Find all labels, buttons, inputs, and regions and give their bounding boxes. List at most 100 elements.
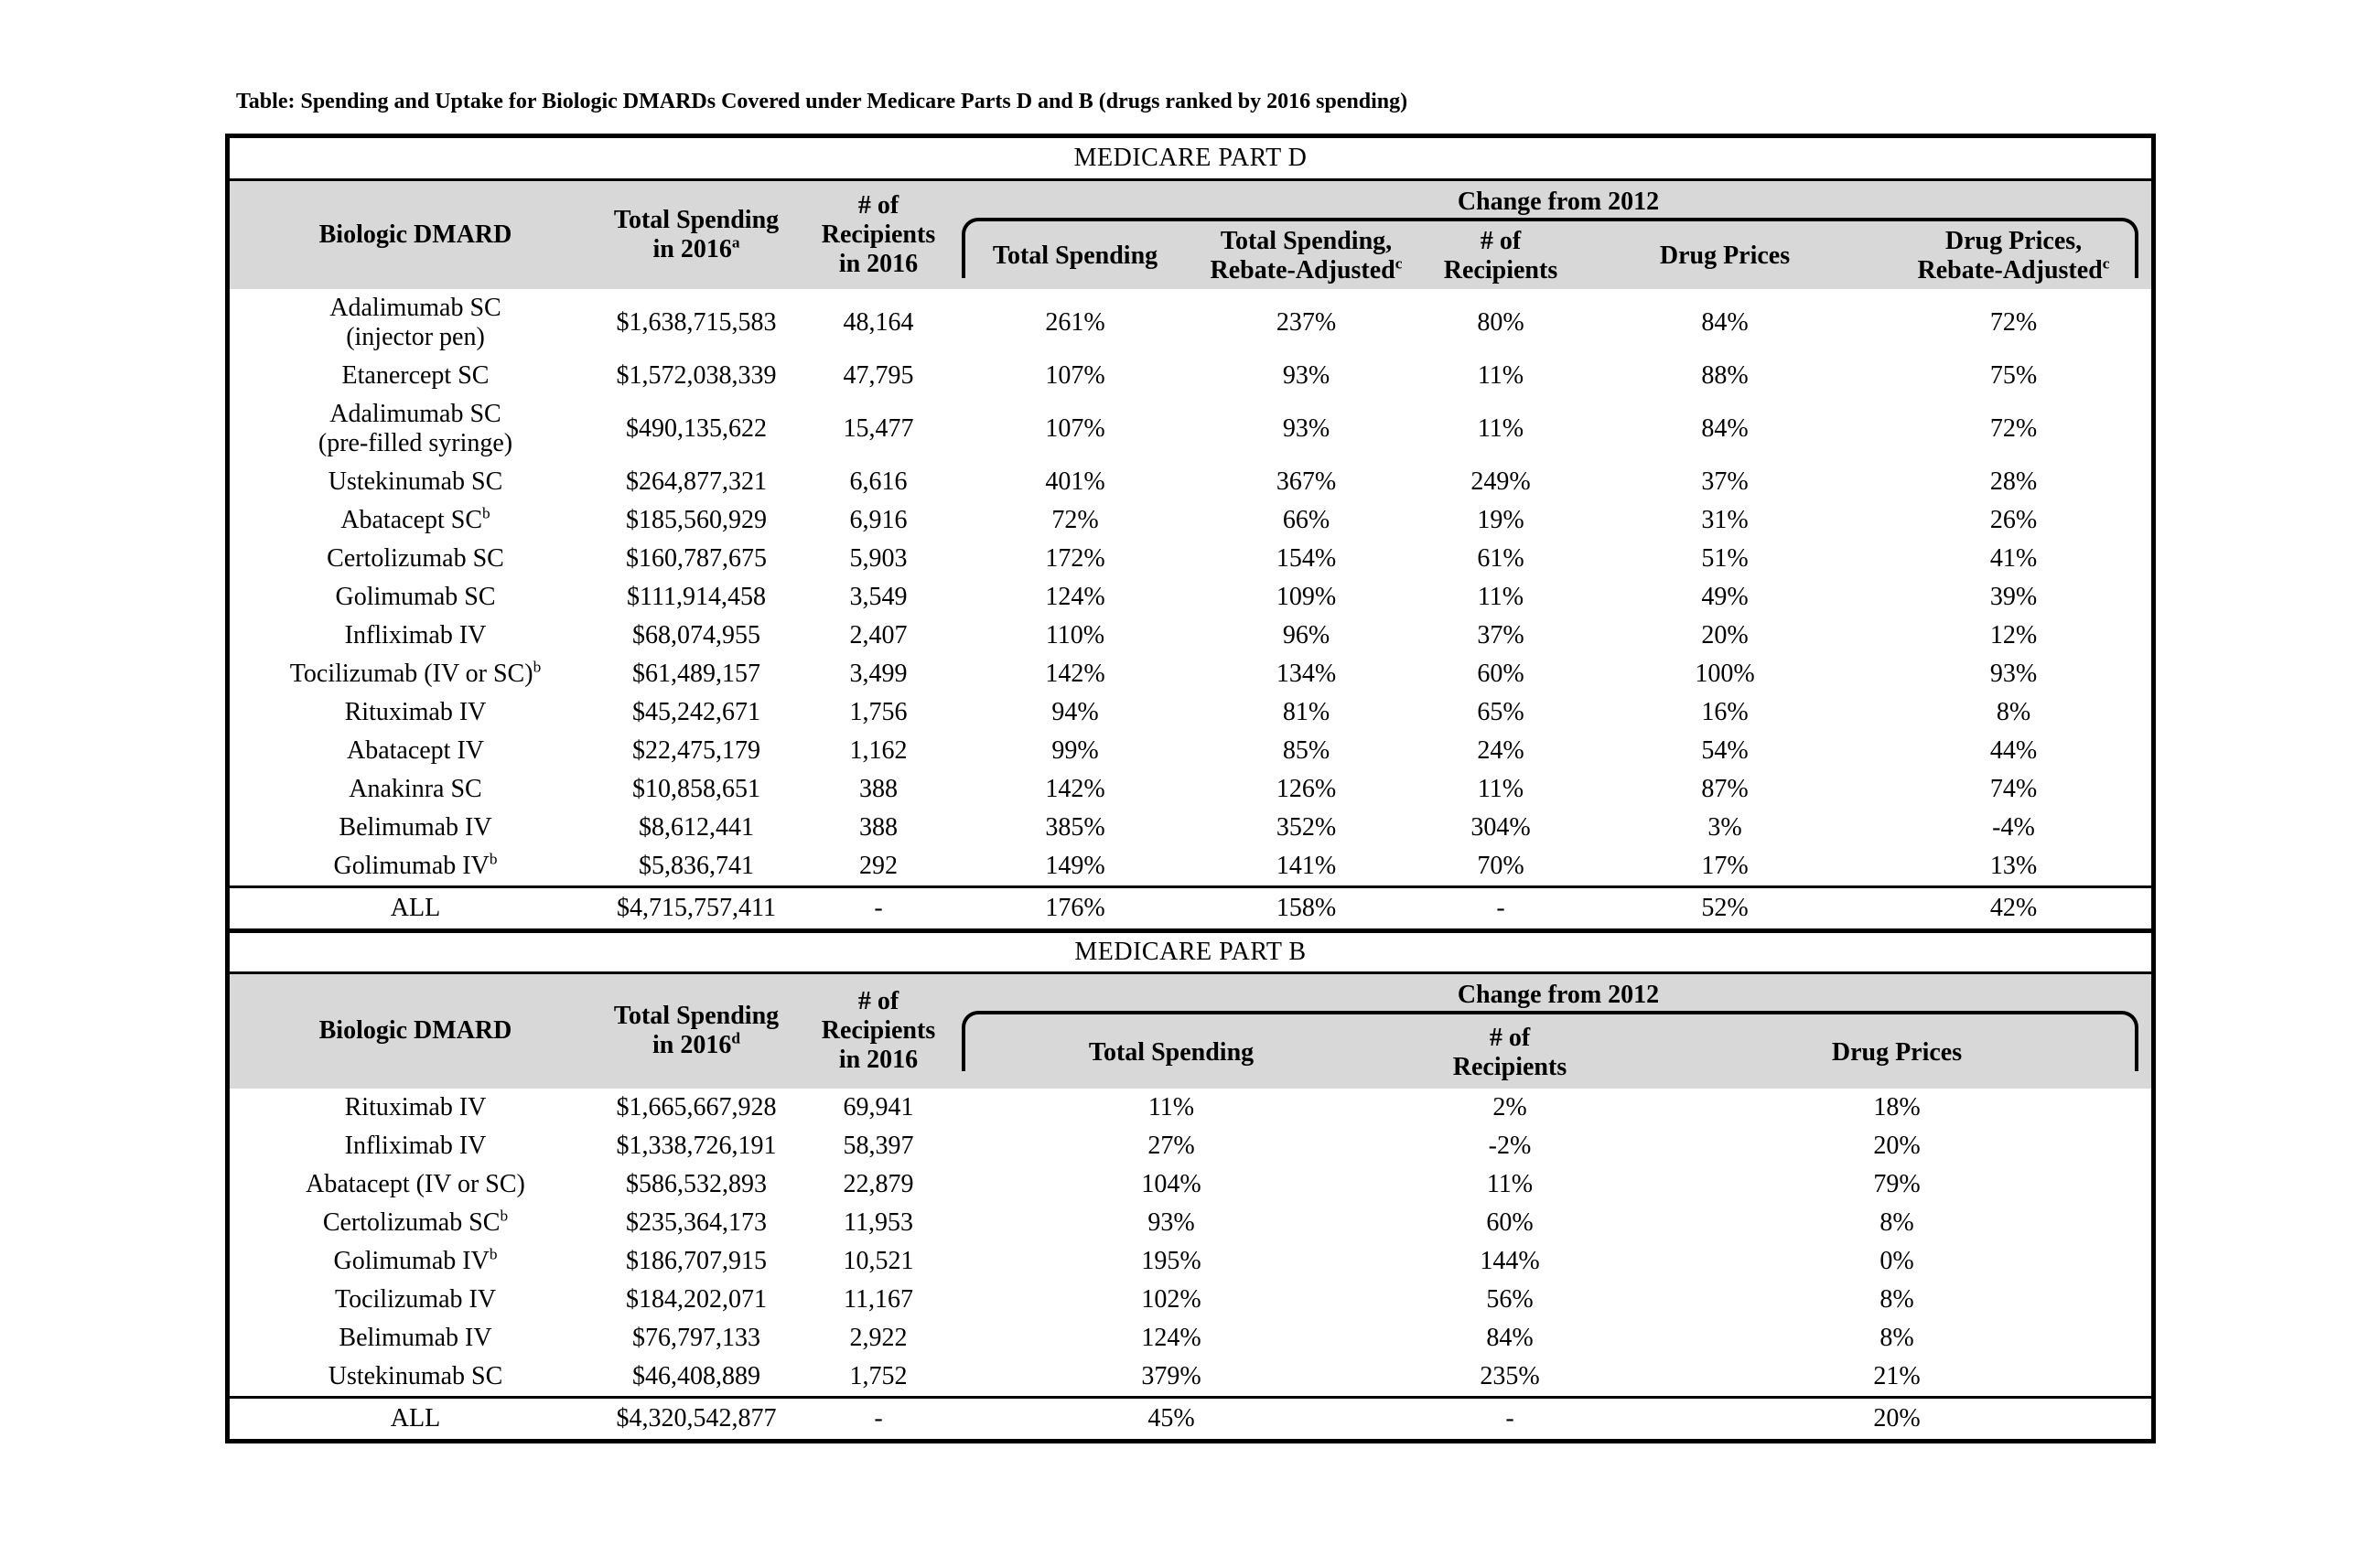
value-cell: 8% [1879, 1323, 1914, 1352]
column-group-change-from-2012: Change from 2012 [962, 179, 2152, 278]
value-cell: $185,560,929 [626, 506, 767, 534]
value-cell: $235,364,173 [626, 1207, 767, 1237]
table-row: Abatacept IV $22,475,179 1,162 99% 85% 24% 54%… [230, 732, 2151, 770]
label-line: # of [1489, 1023, 1531, 1052]
label-line: Abatacept (IV or SC) [306, 1169, 525, 1198]
label-line: Rebate-Adjustedc [1917, 254, 2110, 284]
medicare-part-d-table: MEDICARE PART D Biologic DMARD Total Spend… [230, 138, 2152, 933]
value-cell: 31% [1701, 506, 1749, 534]
column-header-fixed-0: Biologic DMARD [230, 972, 601, 1089]
section-banner: MEDICARE PART D [230, 138, 2152, 181]
column-header-change-1: # of Recipients [1377, 1016, 1642, 1089]
value-cell: 172% [1045, 544, 1105, 573]
value-cell: 22,879 [843, 1169, 914, 1198]
drug-name-cell: Tocilizumab (IV or SC)b [230, 655, 601, 693]
value-cell: 66% [1282, 506, 1330, 534]
label-line: Drug Prices [1831, 1037, 1963, 1067]
value-cell: $5,836,741 [639, 852, 754, 880]
value-cell: 3,549 [849, 583, 908, 611]
label-line: Adalimumab SC [329, 400, 501, 428]
value-cell: 81% [1282, 698, 1330, 726]
value-cell: 85% [1282, 736, 1330, 765]
table-row: Tocilizumab IV $184,202,071 11,167 102% 56% 8… [230, 1281, 2151, 1319]
value-cell: 110% [1045, 621, 1105, 649]
label-line: (injector pen) [346, 323, 485, 351]
value-cell: 27% [1147, 1131, 1195, 1160]
value-cell: 8% [1879, 1207, 1914, 1237]
value-cell: 80% [1477, 308, 1524, 337]
value-cell: 19% [1477, 506, 1524, 534]
value-cell: 11% [1477, 775, 1524, 803]
label-line: Golimumab IVb [333, 1245, 498, 1275]
value-cell: 107% [1045, 414, 1105, 443]
value-cell: 2,407 [849, 621, 908, 649]
value-cell: $4,715,757,411 [601, 885, 792, 933]
header-row-sub: Total Spending # of Recipients Drug Prices [230, 1016, 2151, 1089]
header-row-sub: Total Spending Total Spending, Rebate-Adju… [230, 222, 2152, 289]
label-line: Total Spending [992, 241, 1158, 270]
value-cell: 45% [965, 1395, 1377, 1439]
footnote-marker: c [2102, 254, 2110, 273]
value-cell: 124% [1141, 1323, 1201, 1352]
value-cell: 17% [1701, 852, 1749, 880]
value-cell: 48,164 [843, 308, 914, 337]
drug-name-cell: Golimumab SC [230, 578, 601, 617]
value-cell: 10,521 [843, 1246, 914, 1275]
value-cell: 100% [1695, 660, 1755, 688]
label-line: Total Spending [1088, 1037, 1255, 1067]
value-cell: 51% [1701, 544, 1749, 573]
table-row: Ustekinumab SC $264,877,321 6,616 401% 367% 2… [230, 463, 2151, 501]
drug-name-cell: Golimumab IVb [230, 1242, 601, 1281]
value-cell: 102% [1141, 1284, 1201, 1314]
footnote-marker: a [731, 233, 740, 252]
value-cell: 367% [1276, 467, 1337, 496]
table-row: Golimumab IVb $186,707,915 10,521 195% 144% 0… [230, 1242, 2151, 1281]
column-header-change-1: Total Spending, Rebate-Adjustedc [1185, 222, 1427, 289]
value-cell: 42% [1876, 885, 2152, 933]
column-header-change-0: Total Spending [965, 222, 1185, 289]
value-cell: 154% [1276, 544, 1337, 573]
value-cell: 141% [1276, 852, 1337, 880]
table-row: Anakinra SC $10,858,651 388 142% 126% 11% 87% 7… [230, 770, 2151, 809]
value-cell: 88% [1701, 361, 1749, 390]
value-cell: 385% [1045, 813, 1105, 842]
value-cell: 8% [1879, 1284, 1914, 1314]
drug-name-cell: Rituximab IV [230, 693, 601, 732]
header-row-top: Biologic DMARD Total Spending in 2016a # of… [230, 179, 2152, 289]
table-row: Adalimumab SC (pre-filled syringe) $490,13… [230, 395, 2151, 463]
dmards-spending-table: MEDICARE PART D Biologic DMARD Total Spend… [225, 134, 2156, 1443]
value-cell: $264,877,321 [626, 467, 767, 496]
value-cell: 176% [965, 885, 1185, 933]
value-cell: $76,797,133 [632, 1323, 760, 1352]
label-line: Tocilizumab (IV or SC)b [289, 658, 542, 688]
label-line: in 2016d [652, 1029, 740, 1060]
value-cell: 56% [1486, 1284, 1534, 1314]
value-cell: 261% [1045, 308, 1105, 337]
drug-name-cell: Certolizumab SC [230, 540, 601, 578]
value-cell: - [1377, 1395, 1642, 1439]
drug-name-cell: Tocilizumab IV [230, 1281, 601, 1319]
all-totals-row: ALL $4,320,542,877-45% -20% [230, 1395, 2151, 1439]
drug-name-cell: Ustekinumab SC [230, 1357, 601, 1398]
drug-name-cell: Ustekinumab SC [230, 463, 601, 501]
value-cell: 21% [1873, 1361, 1921, 1390]
value-cell: 11% [1147, 1092, 1195, 1121]
value-cell: 72% [1989, 308, 2038, 337]
drug-name-cell: Certolizumab SCb [230, 1204, 601, 1242]
drug-name-cell: Etanercept SC [230, 357, 601, 395]
column-group-change-from-2012: Change from 2012 [962, 972, 2151, 1071]
value-cell: 124% [1045, 583, 1105, 611]
column-header-change-3: Drug Prices [1574, 222, 1876, 289]
value-cell: 52% [1574, 885, 1876, 933]
value-cell: 93% [1282, 361, 1330, 390]
drug-name-cell: Infliximab IV [230, 1127, 601, 1165]
value-cell: 49% [1701, 583, 1749, 611]
label-line: Certolizumab SCb [322, 1207, 509, 1237]
value-cell: 8% [1996, 698, 2031, 726]
section-banner-row: MEDICARE PART B [230, 933, 2151, 974]
value-cell: 249% [1470, 467, 1531, 496]
value-cell: 87% [1701, 775, 1749, 803]
value-cell: 69,941 [843, 1092, 914, 1121]
label-line: # of [1480, 226, 1522, 255]
